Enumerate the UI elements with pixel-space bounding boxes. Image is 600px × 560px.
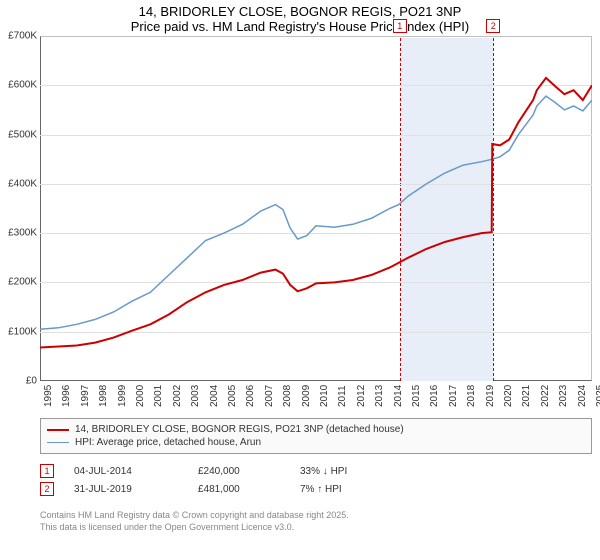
x-axis: 1995 1996 1997 1998 1999 2000 2001 2002 2003 2004…	[40, 381, 592, 411]
x-tick-label: 2006	[245, 385, 256, 407]
x-tick-label: 2007	[264, 385, 275, 407]
legend: 14, BRIDORLEY CLOSE, BOGNOR REGIS, PO21 …	[40, 418, 592, 454]
chart-area: £0£100K£200K£300K£400K£500K£600K£700K 12…	[0, 36, 600, 414]
title-line1: 14, BRIDORLEY CLOSE, BOGNOR REGIS, PO21 …	[8, 4, 592, 19]
x-tick-label: 2015	[411, 385, 422, 407]
x-tick-label: 2016	[429, 385, 440, 407]
x-tick-label: 1999	[117, 385, 128, 407]
x-tick-label: 2005	[227, 385, 238, 407]
marker-pct: 7% ↑ HPI	[300, 484, 380, 495]
y-tick-label: £0	[26, 376, 37, 387]
y-tick-label: £700K	[8, 31, 37, 42]
y-axis: £0£100K£200K£300K£400K£500K£600K£700K	[0, 36, 40, 381]
x-tick-label: 2019	[485, 385, 496, 407]
x-tick-label: 2000	[135, 385, 146, 407]
y-tick-label: £300K	[8, 228, 37, 239]
x-tick-label: 2025	[595, 385, 600, 407]
x-tick-label: 2021	[521, 385, 532, 407]
legend-row: 14, BRIDORLEY CLOSE, BOGNOR REGIS, PO21 …	[47, 423, 585, 436]
chart-title: 14, BRIDORLEY CLOSE, BOGNOR REGIS, PO21 …	[0, 0, 600, 36]
x-tick-label: 2009	[301, 385, 312, 407]
x-tick-label: 1998	[98, 385, 109, 407]
series-line	[40, 96, 592, 329]
x-tick-label: 2013	[374, 385, 385, 407]
x-tick-label: 2010	[319, 385, 330, 407]
marker-date: 31-JUL-2019	[66, 484, 186, 495]
marker-box: 1	[40, 464, 54, 478]
legend-label: 14, BRIDORLEY CLOSE, BOGNOR REGIS, PO21 …	[75, 424, 404, 435]
marker-table-row: 1 04-JUL-2014 £240,000 33% ↓ HPI	[40, 462, 592, 480]
x-tick-label: 2011	[337, 385, 348, 407]
y-tick-label: £600K	[8, 80, 37, 91]
title-line2: Price paid vs. HM Land Registry's House …	[8, 19, 592, 34]
x-tick-label: 2014	[393, 385, 404, 407]
marker-table-row: 2 31-JUL-2019 £481,000 7% ↑ HPI	[40, 480, 592, 498]
y-tick-label: £400K	[8, 178, 37, 189]
marker-box: 1	[393, 19, 407, 33]
x-tick-label: 2023	[558, 385, 569, 407]
x-tick-label: 2022	[540, 385, 551, 407]
markers-table: 1 04-JUL-2014 £240,000 33% ↓ HPI 2 31-JUL-201…	[40, 462, 592, 498]
marker-box: 2	[40, 482, 54, 496]
marker-price: £240,000	[198, 466, 288, 477]
marker-pct: 33% ↓ HPI	[300, 466, 380, 477]
x-tick-label: 2020	[503, 385, 514, 407]
legend-swatch	[47, 442, 69, 444]
x-tick-label: 1997	[80, 385, 91, 407]
y-tick-label: £200K	[8, 277, 37, 288]
legend-row: HPI: Average price, detached house, Arun	[47, 436, 585, 449]
x-tick-label: 2004	[209, 385, 220, 407]
marker-date: 04-JUL-2014	[66, 466, 186, 477]
footer: Contains HM Land Registry data © Crown c…	[40, 510, 592, 533]
y-tick-label: £100K	[8, 326, 37, 337]
legend-swatch	[47, 429, 69, 431]
footer-line2: This data is licensed under the Open Gov…	[40, 522, 592, 534]
x-tick-label: 2001	[153, 385, 164, 407]
x-tick-label: 2012	[356, 385, 367, 407]
legend-label: HPI: Average price, detached house, Arun	[75, 437, 261, 448]
x-tick-label: 2018	[466, 385, 477, 407]
footer-line1: Contains HM Land Registry data © Crown c…	[40, 510, 592, 522]
x-tick-label: 1996	[61, 385, 72, 407]
x-tick-label: 2003	[190, 385, 201, 407]
x-tick-label: 1995	[43, 385, 54, 407]
x-tick-label: 2002	[172, 385, 183, 407]
y-tick-label: £500K	[8, 129, 37, 140]
marker-price: £481,000	[198, 484, 288, 495]
marker-box: 2	[486, 19, 500, 33]
x-tick-label: 2008	[282, 385, 293, 407]
x-tick-label: 2024	[577, 385, 588, 407]
chart-lines	[40, 36, 592, 381]
x-tick-label: 2017	[448, 385, 459, 407]
